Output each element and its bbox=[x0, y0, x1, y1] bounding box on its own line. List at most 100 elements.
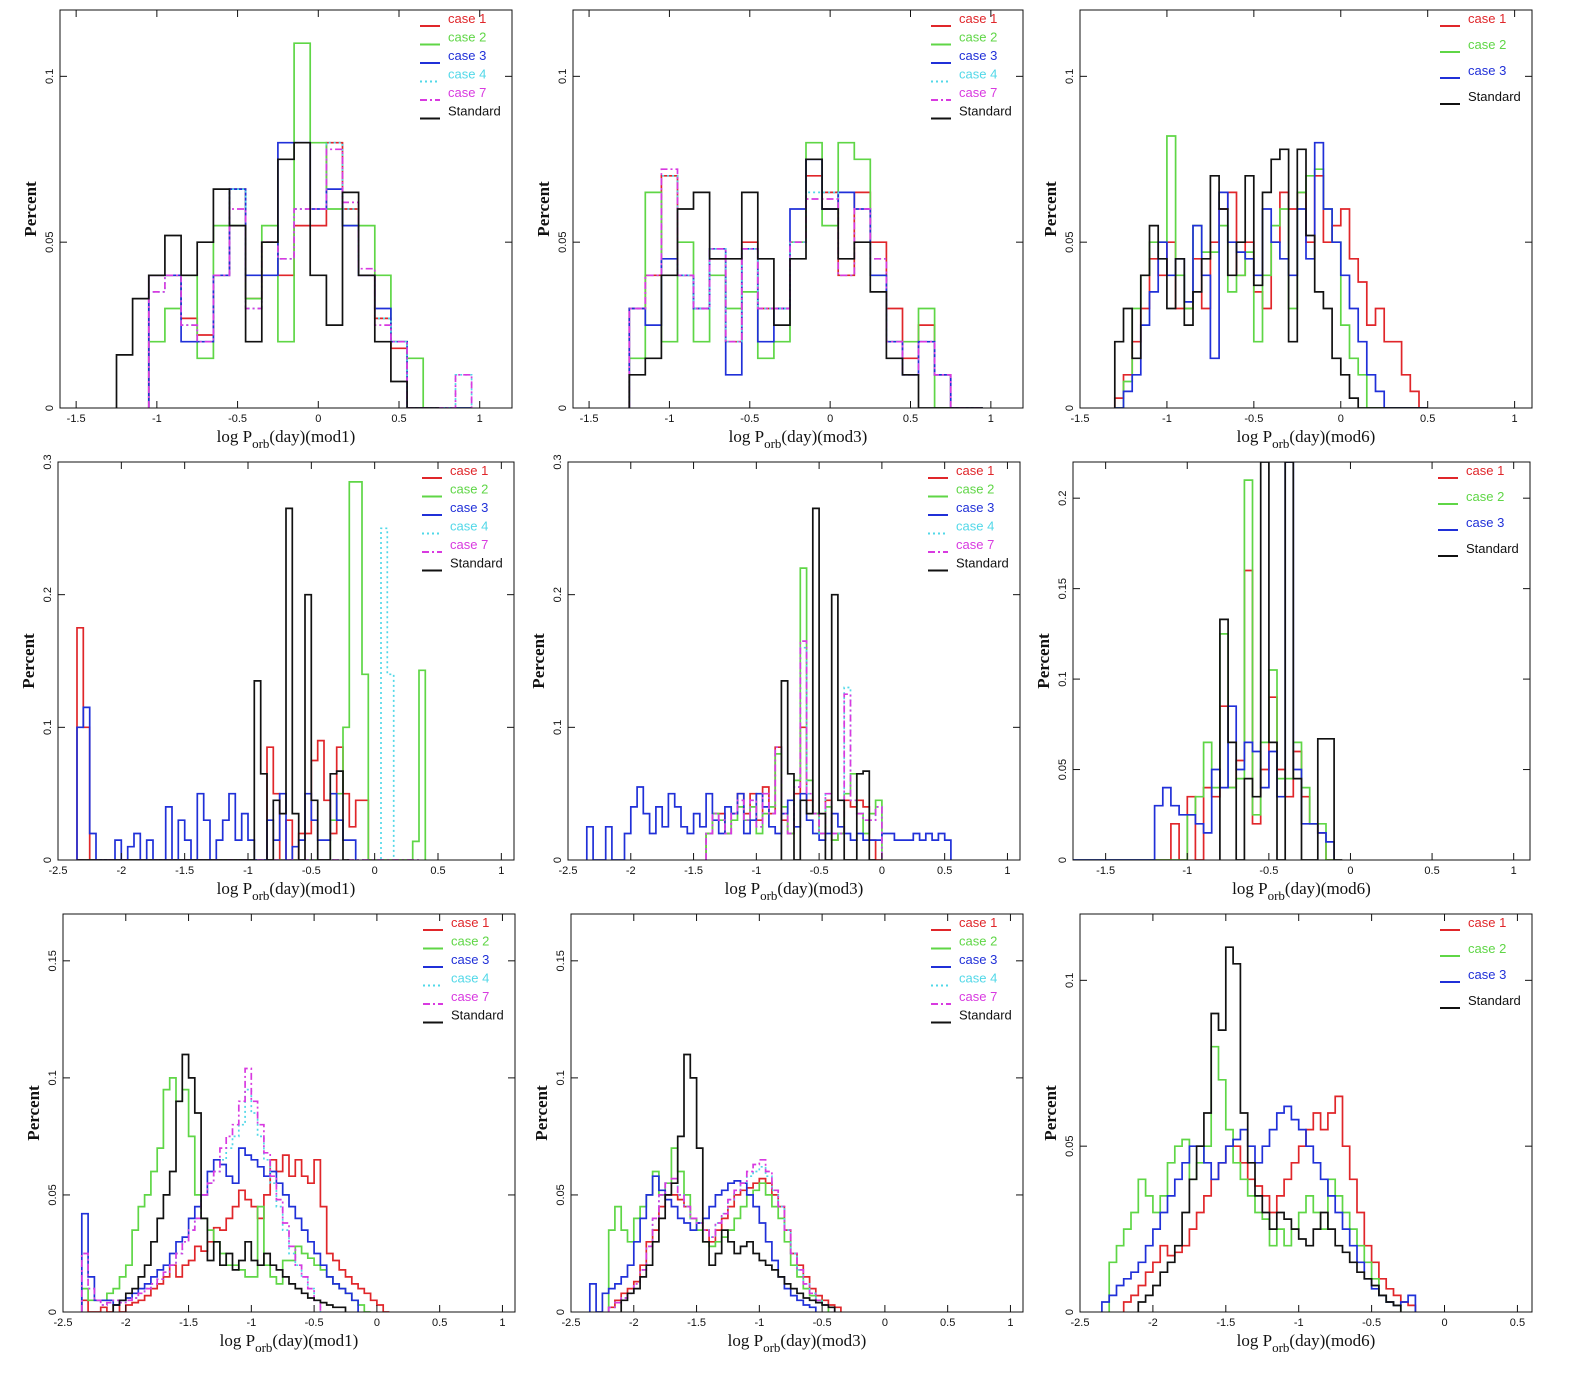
x-axis-label: log Porb(day)(mod6) bbox=[1237, 427, 1376, 451]
legend-label: case 1 bbox=[451, 915, 489, 930]
panel-r1c1: -1.5 -1 -0.5 0 0.5 1 0 0.05 0.1 Percent log Porb(d… bbox=[21, 9, 513, 451]
x-tick-label: 0.5 bbox=[1420, 413, 1435, 425]
legend-label: case 3 bbox=[1468, 63, 1506, 78]
x-tick-label: 0 bbox=[315, 413, 321, 425]
legend-label: Standard bbox=[1468, 993, 1521, 1008]
x-label-suffix: (day)(mod3) bbox=[780, 1331, 866, 1350]
x-tick-label: -0.5 bbox=[740, 413, 759, 425]
x-tick-label: -1.5 bbox=[580, 413, 599, 425]
series-group bbox=[585, 507, 952, 860]
x-tick-label: 1 bbox=[499, 1317, 505, 1329]
x-label-main: log P bbox=[220, 1331, 255, 1350]
x-tick-label: -1 bbox=[243, 865, 253, 877]
legend-label: case 4 bbox=[959, 67, 997, 82]
y-tick-label: 0.1 bbox=[1064, 973, 1076, 988]
legend-label: case 3 bbox=[451, 952, 489, 967]
series-standard bbox=[77, 507, 350, 860]
x-label-subscript: orb bbox=[1268, 888, 1285, 903]
x-tick-label: 0 bbox=[882, 1317, 888, 1329]
plot-frame bbox=[567, 461, 1021, 861]
x-tick-label: 0.5 bbox=[432, 1317, 447, 1329]
legend-label: case 2 bbox=[1468, 941, 1506, 956]
legend-label: case 7 bbox=[448, 85, 486, 100]
legend-label: Standard bbox=[959, 1008, 1012, 1023]
y-tick-label: 0 bbox=[555, 1309, 567, 1315]
x-tick-label: 1 bbox=[477, 413, 483, 425]
y-tick-label: 0 bbox=[44, 405, 56, 411]
x-tick-label: -1.5 bbox=[67, 413, 86, 425]
y-tick-label: 0 bbox=[552, 857, 564, 863]
x-tick-label: -2 bbox=[1148, 1317, 1158, 1329]
x-tick-label: -2.5 bbox=[1071, 1317, 1090, 1329]
legend-label: case 7 bbox=[451, 989, 489, 1004]
series-case-7 bbox=[147, 148, 473, 408]
x-label-subscript: orb bbox=[255, 1340, 272, 1355]
legend: case 1 case 2 case 3 case 4 case 7 Standard bbox=[928, 463, 1009, 572]
legend-label: case 4 bbox=[450, 519, 488, 534]
panel-r3c1: -2.5 -2 -1.5 -1 -0.5 0 0.5 1 0 0.05 0.1 0.15 Percent… bbox=[24, 913, 516, 1355]
series-standard bbox=[1219, 462, 1343, 860]
x-tick-label: -1.5 bbox=[175, 865, 194, 877]
y-tick-label: 0.1 bbox=[552, 720, 564, 735]
x-axis-label: log Porb(day)(mod3) bbox=[729, 427, 868, 451]
y-tick-label: 0.2 bbox=[42, 587, 54, 602]
legend-label: case 1 bbox=[1468, 915, 1506, 930]
x-tick-label: 0.5 bbox=[430, 865, 445, 877]
panel-r2c3: -1.5 -1 -0.5 0 0.5 1 0 0.05 0.1 0.15 0.2 Percent log… bbox=[1034, 461, 1531, 903]
x-tick-label: -1.5 bbox=[1071, 413, 1090, 425]
x-label-subscript: orb bbox=[760, 888, 777, 903]
series-group bbox=[115, 42, 473, 408]
x-tick-label: 0.5 bbox=[391, 413, 406, 425]
x-tick-label: -2 bbox=[626, 865, 636, 877]
series-case-1 bbox=[1113, 174, 1428, 408]
x-label-subscript: orb bbox=[763, 1340, 780, 1355]
y-tick-label: 0.2 bbox=[552, 587, 564, 602]
x-tick-label: -1.5 bbox=[687, 1317, 706, 1329]
x-label-main: log P bbox=[725, 879, 760, 898]
x-tick-label: 0.5 bbox=[1424, 865, 1439, 877]
x-label-suffix: (day)(mod1) bbox=[269, 879, 355, 898]
x-tick-label: 0.5 bbox=[903, 413, 918, 425]
x-tick-label: -2 bbox=[121, 1317, 131, 1329]
x-label-suffix: (day)(mod6) bbox=[1289, 1331, 1375, 1350]
legend-label: Standard bbox=[1466, 541, 1519, 556]
legend-label: case 2 bbox=[451, 934, 489, 949]
legend: case 1 case 2 case 3 Standard bbox=[1438, 463, 1519, 557]
plot-frame bbox=[570, 913, 1024, 1313]
legend-label: case 7 bbox=[956, 537, 994, 552]
legend-label: case 3 bbox=[448, 48, 486, 63]
x-label-subscript: orb bbox=[252, 436, 269, 451]
panel-r3c3: -2.5 -2 -1.5 -1 -0.5 0 0.5 0 0.05 0.1 Percent log P… bbox=[1041, 913, 1533, 1355]
x-tick-label: 0 bbox=[374, 1317, 380, 1329]
legend-label: case 3 bbox=[959, 48, 997, 63]
x-tick-label: -2.5 bbox=[559, 865, 578, 877]
legend-label: case 7 bbox=[959, 85, 997, 100]
x-label-suffix: (day)(mod6) bbox=[1289, 427, 1375, 446]
x-label-subscript: orb bbox=[252, 888, 269, 903]
x-tick-label: -2.5 bbox=[562, 1317, 581, 1329]
y-tick-label: 0 bbox=[1064, 405, 1076, 411]
x-tick-label: 1 bbox=[988, 413, 994, 425]
y-tick-label: 0.1 bbox=[1057, 671, 1069, 686]
x-label-main: log P bbox=[729, 427, 764, 446]
panel-r1c3: -1.5 -1 -0.5 0 0.5 1 0 0.05 0.1 Percent log Porb(d… bbox=[1041, 9, 1533, 451]
y-tick-label: 0.1 bbox=[47, 1070, 59, 1085]
y-tick-label: 0 bbox=[557, 405, 569, 411]
series-group bbox=[1101, 946, 1417, 1312]
legend-label: case 4 bbox=[959, 971, 997, 986]
y-axis-label: Percent bbox=[529, 633, 548, 689]
plot-frame bbox=[57, 461, 515, 861]
y-tick-label: 0.05 bbox=[1057, 759, 1069, 780]
series-case-2 bbox=[607, 1147, 830, 1312]
x-axis-label: log Porb(day)(mod1) bbox=[217, 427, 356, 451]
legend-label: case 2 bbox=[448, 30, 486, 45]
y-tick-label: 0.3 bbox=[42, 454, 54, 469]
y-tick-label: 0 bbox=[1057, 857, 1069, 863]
x-label-suffix: (day)(mod3) bbox=[781, 427, 867, 446]
x-tick-label: 1 bbox=[498, 865, 504, 877]
x-tick-label: -1.5 bbox=[684, 865, 703, 877]
x-tick-label: 1 bbox=[1007, 1317, 1013, 1329]
x-axis-label: log Porb(day)(mod6) bbox=[1232, 879, 1371, 903]
x-label-suffix: (day)(mod6) bbox=[1285, 879, 1371, 898]
x-tick-label: -1.5 bbox=[179, 1317, 198, 1329]
